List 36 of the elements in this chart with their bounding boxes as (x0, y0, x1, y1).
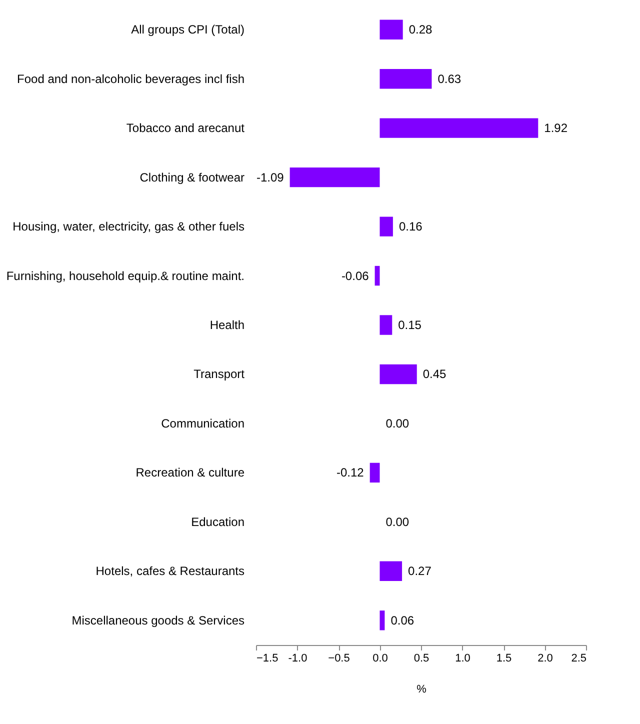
x-tick-label: −0.5 (328, 652, 350, 664)
x-tick-label: 0.0 (372, 652, 388, 664)
y-tick-label: Recreation & culture (136, 466, 245, 480)
y-tick-label: Education (191, 514, 244, 529)
data-label: 0.15 (398, 318, 422, 332)
data-label: 0.06 (390, 613, 414, 628)
x-tick-label: 0.5 (414, 652, 430, 664)
x-tick-label: 1.5 (496, 652, 512, 664)
data-label: -0.12 (336, 466, 364, 480)
y-tick-label: Food and non-alcoholic beverages incl fish (17, 72, 244, 86)
x-tick-label: -1.0 (288, 652, 308, 664)
data-label: 0.27 (408, 564, 432, 578)
y-tick-label: Furnishing, household equip.& routine maint. (6, 268, 244, 283)
data-label: 0.00 (386, 514, 410, 529)
y-tick-label: Health (210, 318, 244, 332)
x-tick-label: 2.5 (571, 652, 586, 664)
y-tick-label: All groups CPI (Total) (131, 22, 244, 37)
y-tick-label: Clothing & footwear (140, 170, 244, 184)
data-label: -0.06 (341, 268, 370, 283)
data-label: 0.16 (398, 220, 423, 234)
data-label: 0.00 (386, 416, 410, 430)
x-tick-label: 1.0 (455, 652, 470, 664)
y-tick-label: Transport (194, 367, 246, 382)
data-label: -1.09 (256, 170, 284, 184)
data-label: 0.63 (438, 72, 462, 86)
data-label: 0.28 (408, 22, 433, 37)
data-label: 0.45 (422, 367, 447, 382)
y-tick-label: Miscellaneous goods & Services (72, 613, 244, 628)
y-tick-label: Communication (161, 416, 244, 430)
data-label: 1.92 (544, 121, 568, 136)
x-tick-label: −1.5 (256, 652, 278, 664)
y-tick-label: Hotels, cafes & Restaurants (96, 564, 244, 578)
x-tick-label: 2.0 (538, 652, 553, 664)
y-tick-label: Housing, water, electricity, gas & other fuels (12, 220, 244, 234)
y-tick-label: Tobacco and arecanut (126, 121, 246, 136)
x-axis-title: % (416, 684, 427, 696)
